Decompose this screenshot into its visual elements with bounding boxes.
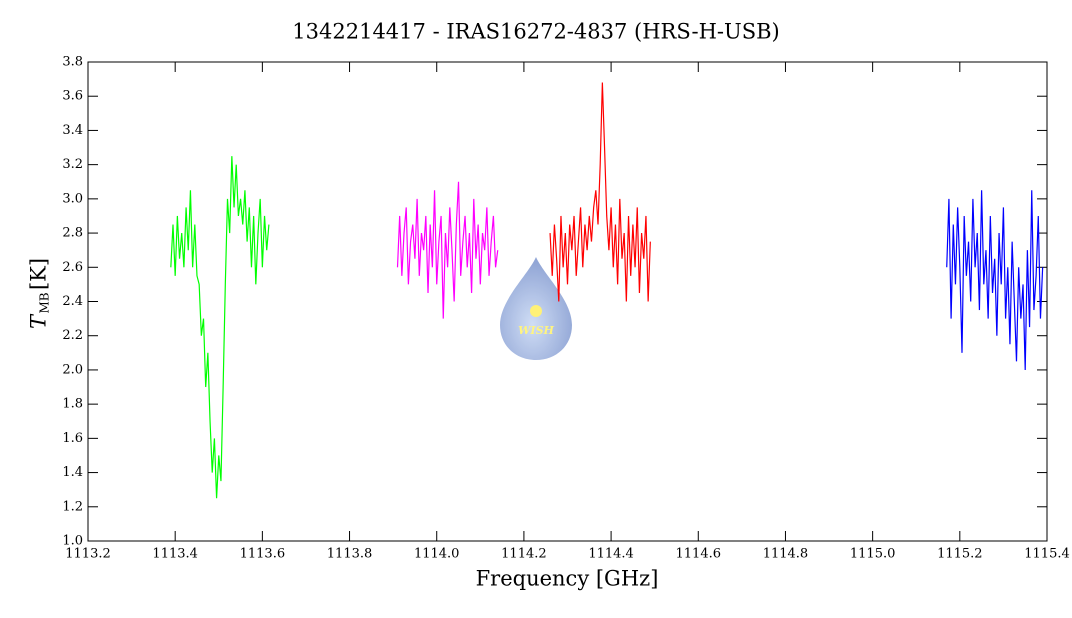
spectrum-line (396, 181, 499, 319)
y-label-symbol: T (27, 313, 51, 329)
y-tick-label: 1.4 (62, 465, 83, 480)
logo: WISH (500, 257, 572, 360)
y-tick-label: 3.8 (62, 55, 83, 70)
y-axis-label: T MB [K] (27, 258, 52, 329)
plot-frame (87, 61, 1048, 542)
logo-text: WISH (518, 324, 554, 337)
y-tick-label: 2.2 (62, 328, 83, 343)
y-tick-label: 3.0 (62, 191, 83, 206)
y-tick-label: 3.4 (62, 123, 83, 138)
chart-title: 1342214417 - IRAS16272-4837 (HRS-H-USB) (292, 20, 779, 44)
y-label-subscript: MB (38, 292, 52, 313)
y-tick-label: 2.8 (62, 226, 83, 241)
x-tick-label: 1114.2 (501, 547, 547, 562)
y-tick-label: 2.0 (62, 362, 83, 377)
x-tick-label: 1114.6 (676, 547, 722, 562)
logo-star (530, 305, 542, 317)
x-tick-label: 1114.0 (414, 547, 460, 562)
y-tick-label: 3.6 (62, 89, 83, 104)
y-tick-label: 1.0 (62, 534, 83, 549)
spectrum-line (170, 156, 270, 499)
x-tick-label: 1114.8 (763, 547, 809, 562)
x-axis-label: Frequency [GHz] (476, 567, 659, 591)
x-tick-label: 1113.6 (240, 547, 286, 562)
y-tick-label: 2.6 (62, 260, 83, 275)
plot-area: 1.0 1.2 1.4 1.6 1.8 2.0 2.2 2.4 2.6 2.8 3.0 3.2 3.4 3… (62, 55, 1069, 562)
x-tick-label: 1113.2 (65, 547, 111, 562)
y-label-unit: [K] (27, 258, 51, 290)
y-tick-label: 1.8 (62, 397, 83, 412)
y-tick-label: 1.2 (62, 499, 83, 514)
y-tick-label: 2.4 (62, 294, 83, 309)
spectrum-line (946, 190, 1044, 370)
x-tick-label: 1115.4 (1024, 547, 1070, 562)
y-tick-label: 1.6 (62, 431, 83, 446)
x-tick-label: 1113.8 (327, 547, 373, 562)
y-tick-label: 3.2 (62, 157, 83, 172)
x-tick-label: 1115.2 (937, 547, 983, 562)
x-tick-label: 1115.0 (850, 547, 896, 562)
spectrum-line (549, 82, 651, 302)
x-tick-label: 1113.4 (152, 547, 198, 562)
x-tick-label: 1114.4 (588, 547, 634, 562)
